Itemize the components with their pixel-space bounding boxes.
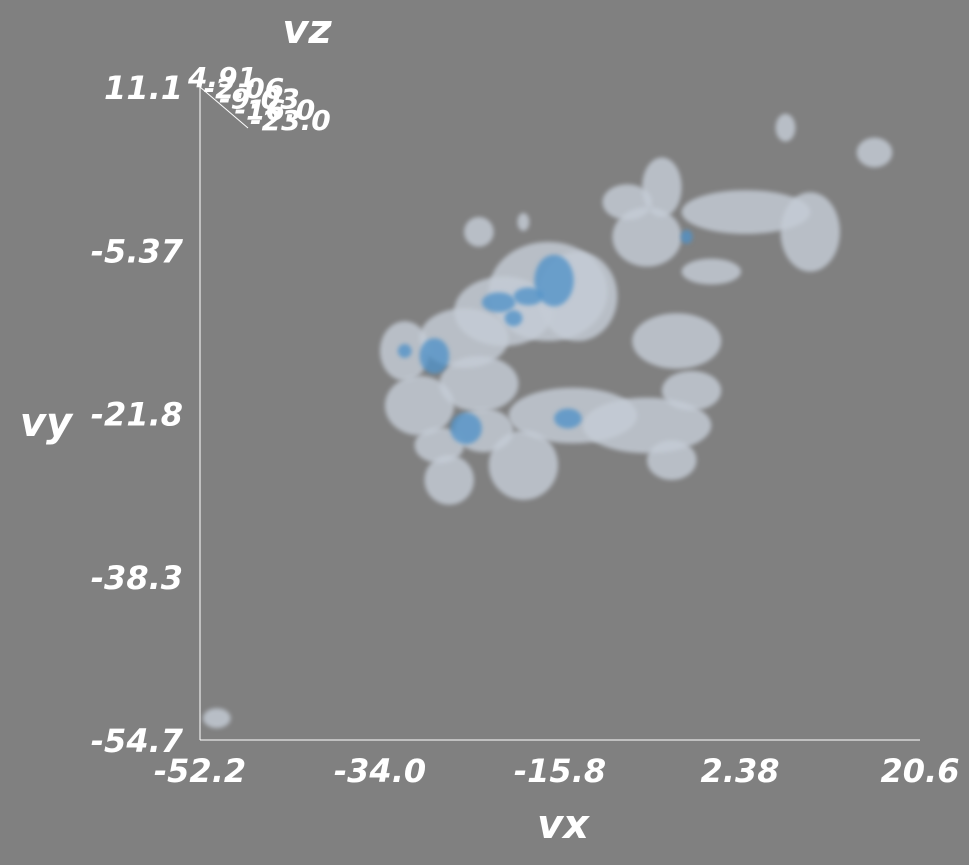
z-axis-line [199,86,249,129]
inner-surface-blob [680,229,693,244]
y-tick-label: -54.7 [91,722,184,760]
outer-surface-blob [681,258,741,285]
z-tick-label: -2.06 [204,72,285,105]
outer-surface-blob [582,397,712,454]
z-axis-title: vz [282,7,332,53]
outer-surface-blob [780,192,840,272]
outer-surface-blob [439,355,519,412]
outer-surface-blob [681,190,811,234]
x-tick-label: -15.8 [514,752,606,790]
x-tick-label: 2.38 [701,752,780,790]
outer-surface-blob [661,370,722,411]
x-tick-label: 20.6 [881,752,960,790]
y-tick-label: -5.37 [91,232,184,270]
inner-surface-blob [481,292,516,313]
outer-surface-blob [464,217,494,247]
inner-surface-blob [419,338,450,374]
outer-surface-blob [775,113,796,142]
z-tick-label: -16.0 [235,93,316,126]
x-tick-label: -34.0 [334,752,426,790]
outer-surface-blob [488,430,559,500]
outer-isosurface [202,113,893,729]
outer-surface-blob [384,375,455,436]
y-tick-label: -38.3 [91,559,183,597]
y-axis-title: vy [20,400,74,446]
inner-isosurface [397,229,693,445]
x-tick-label: -52.2 [154,752,246,790]
outer-surface-blob [414,427,465,464]
inner-surface-blob [450,412,482,445]
z-tick-label: -23.0 [250,104,331,137]
inner-surface-blob [397,344,412,358]
outer-surface-blob [202,708,231,729]
outer-surface-blob [632,313,722,369]
outer-surface-blob [856,137,893,168]
outer-surface-blob [647,440,697,480]
outer-surface-blob [424,455,474,505]
z-tick-label: 4.91 [187,61,257,94]
outer-surface-blob [517,213,530,231]
y-tick-label: 11.1 [104,69,183,107]
inner-surface-blob [554,408,582,429]
inner-surface-blob [534,254,574,307]
inner-surface-blob [513,287,544,306]
outer-surface-blob [612,207,682,267]
x-axis-title: vx [537,802,590,848]
inner-surface-blob [504,310,523,327]
axes [199,86,920,741]
y-tick-label: -21.8 [91,396,183,434]
z-tick-label: -9.03 [219,83,300,116]
outer-surface-blob [642,157,682,218]
